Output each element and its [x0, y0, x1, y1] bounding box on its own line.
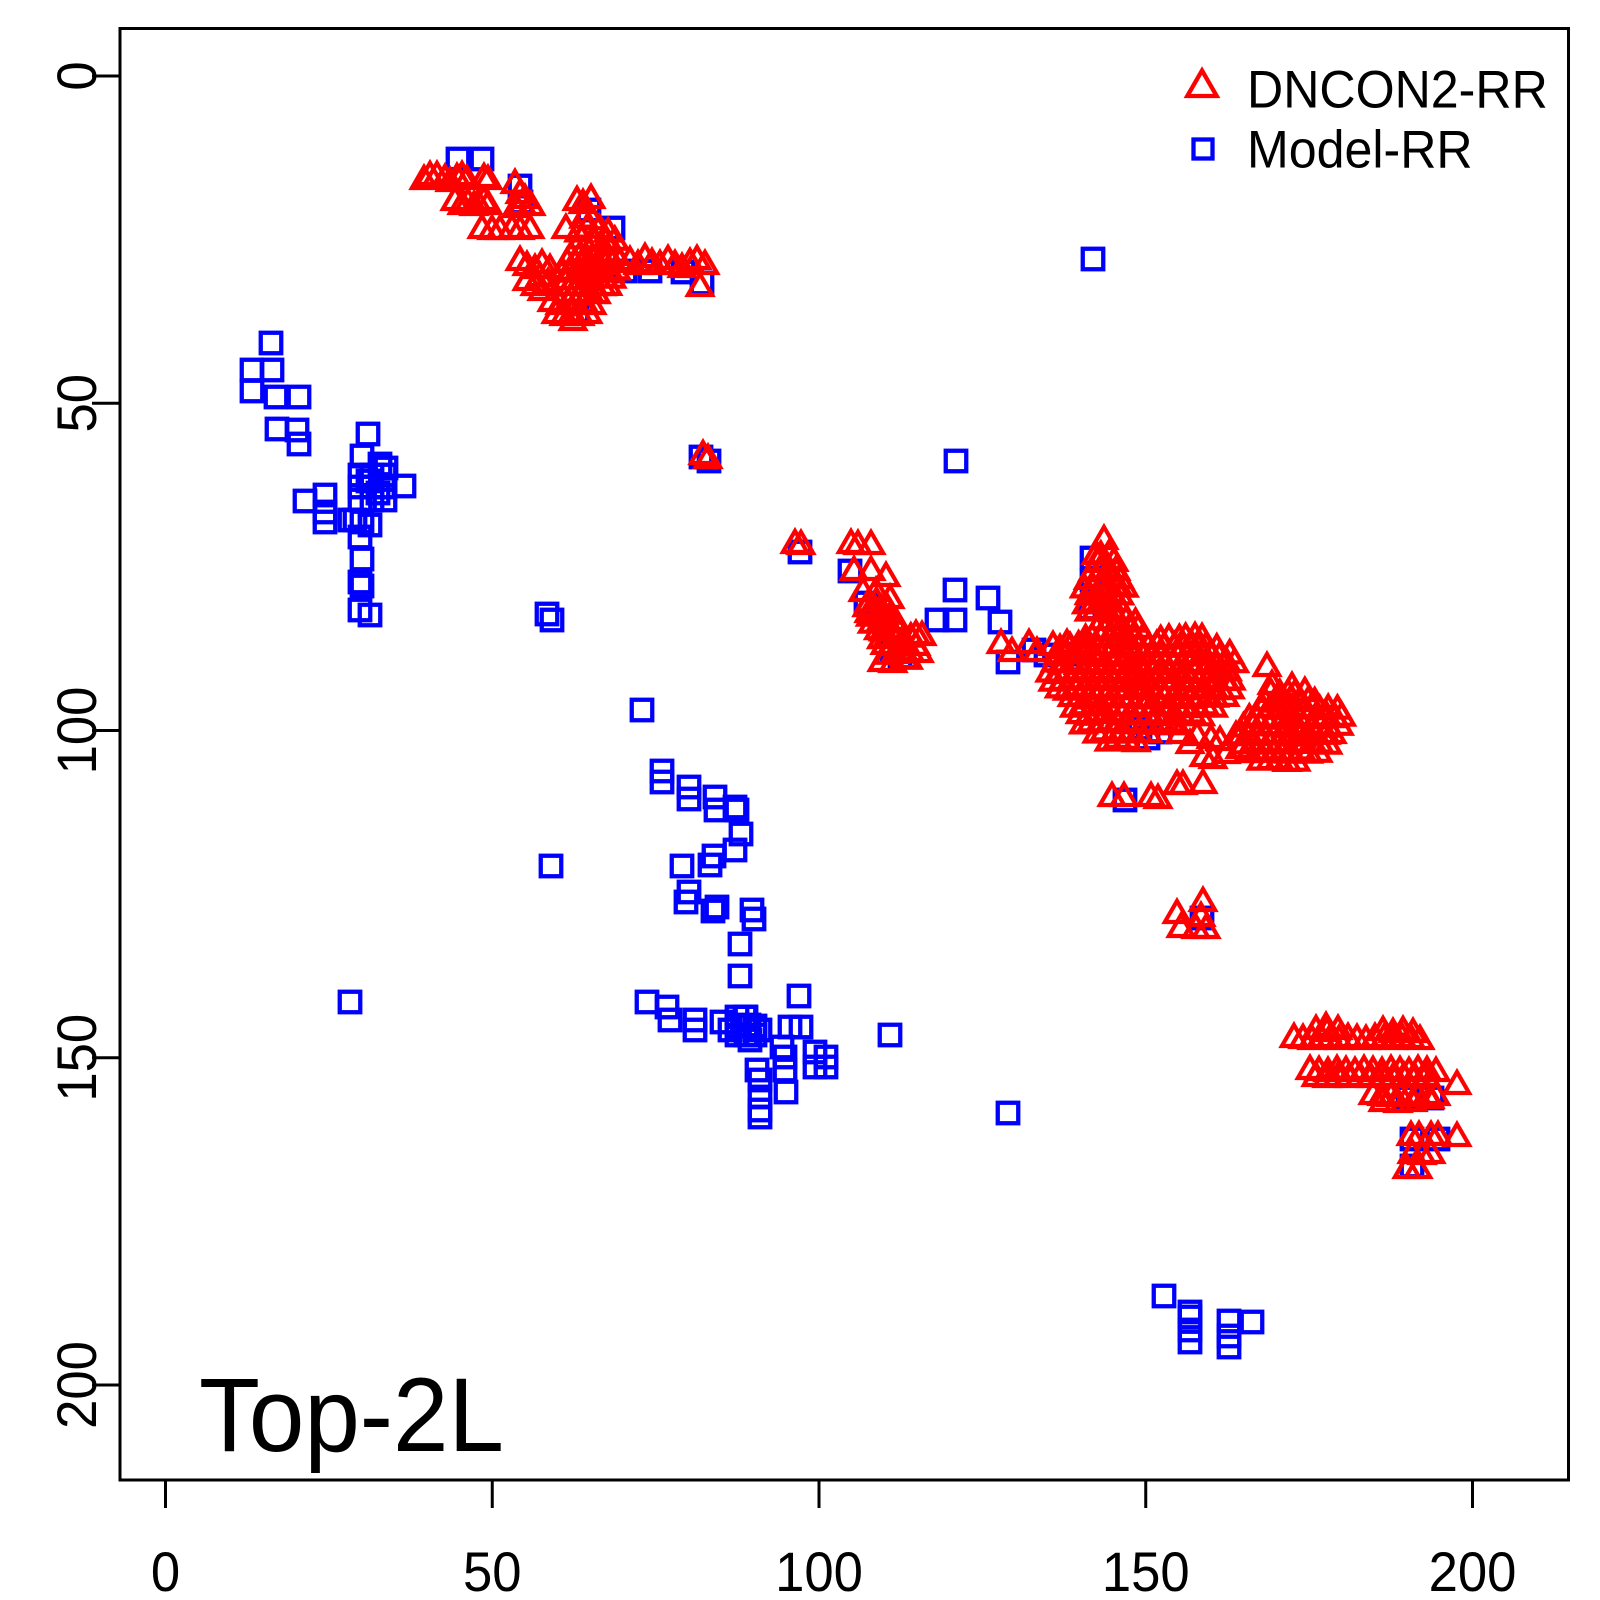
svg-text:DNCON2-RR: DNCON2-RR	[1247, 59, 1548, 119]
svg-text:200: 200	[1429, 1541, 1517, 1600]
svg-text:150: 150	[1102, 1541, 1190, 1600]
svg-text:50: 50	[463, 1541, 522, 1600]
svg-text:200: 200	[46, 1341, 109, 1429]
svg-text:100: 100	[46, 687, 109, 775]
svg-text:100: 100	[775, 1541, 863, 1600]
svg-text:Top-2L: Top-2L	[199, 1356, 504, 1474]
svg-text:0: 0	[46, 61, 109, 90]
svg-text:Model-RR: Model-RR	[1247, 119, 1473, 179]
svg-text:0: 0	[151, 1541, 180, 1600]
svg-text:150: 150	[46, 1014, 109, 1102]
svg-text:50: 50	[46, 374, 109, 433]
